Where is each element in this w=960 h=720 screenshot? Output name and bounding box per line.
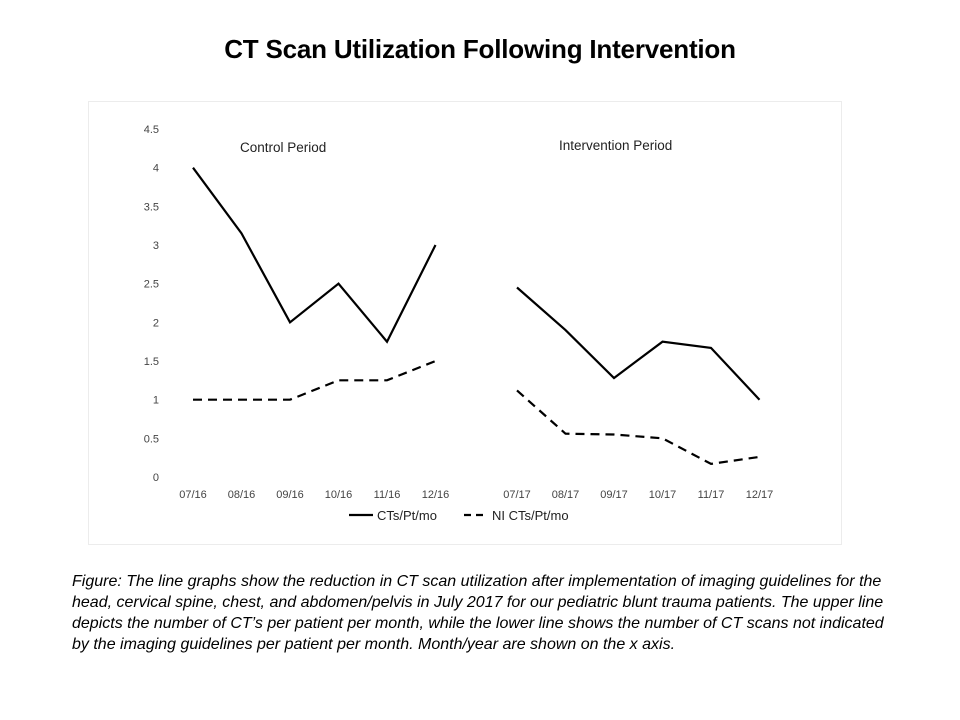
y-tick-label: 3 — [153, 240, 159, 252]
x-tick-label: 11/16 — [374, 489, 401, 501]
y-tick-label: 1.5 — [144, 356, 159, 368]
legend: CTs/Pt/mo NI CTs/Pt/mo — [349, 508, 569, 523]
x-tick-label: 07/17 — [503, 489, 531, 501]
y-tick-label: 1 — [153, 395, 159, 407]
period-labels: Control Period Intervention Period — [240, 138, 672, 155]
legend-label: CTs/Pt/mo — [377, 508, 437, 523]
series-lines — [192, 167, 761, 466]
ct-per-patient-line — [516, 286, 761, 401]
ni-ct-per-patient-line — [193, 359, 436, 401]
slide-title: CT Scan Utilization Following Interventi… — [224, 34, 736, 64]
y-tick-label: 2 — [153, 317, 159, 329]
y-tick-label: 3.5 — [144, 201, 159, 213]
x-tick-label: 12/16 — [422, 489, 450, 501]
x-tick-label: 10/17 — [649, 489, 677, 501]
x-tick-label: 08/17 — [552, 489, 580, 501]
x-axis: 07/16 08/16 09/16 10/16 11/16 12/16 07/17 08/17… — [179, 489, 773, 501]
ct-per-patient-line — [192, 167, 437, 344]
x-tick-label: 12/17 — [746, 489, 774, 501]
y-tick-label: 2.5 — [144, 279, 159, 291]
x-tick-label: 09/17 — [600, 489, 628, 501]
x-tick-label: 07/16 — [179, 489, 207, 501]
period-label: Control Period — [240, 140, 326, 155]
y-tick-label: 4 — [153, 163, 159, 175]
legend-label: NI CTs/Pt/mo — [492, 508, 569, 523]
x-tick-label: 10/16 — [325, 489, 353, 501]
chart-area: 0 0.5 1 1.5 2 2.5 3 3.5 4 4.5 07/16 08/16 09/16 10/1… — [88, 101, 842, 545]
x-tick-label: 08/16 — [228, 489, 256, 501]
x-tick-label: 11/17 — [698, 489, 725, 501]
figure-caption: Figure: The line graphs show the reducti… — [72, 573, 884, 653]
period-label: Intervention Period — [559, 138, 672, 153]
line-chart: 0 0.5 1 1.5 2 2.5 3 3.5 4 4.5 07/16 08/16 09/16 10/1… — [144, 124, 774, 523]
y-tick-label: 4.5 — [144, 124, 159, 136]
y-axis: 0 0.5 1 1.5 2 2.5 3 3.5 4 4.5 — [144, 124, 159, 484]
y-tick-label: 0.5 — [144, 433, 159, 445]
y-tick-label: 0 — [153, 472, 159, 484]
ni-ct-per-patient-line — [516, 389, 760, 466]
x-tick-label: 09/16 — [276, 489, 304, 501]
